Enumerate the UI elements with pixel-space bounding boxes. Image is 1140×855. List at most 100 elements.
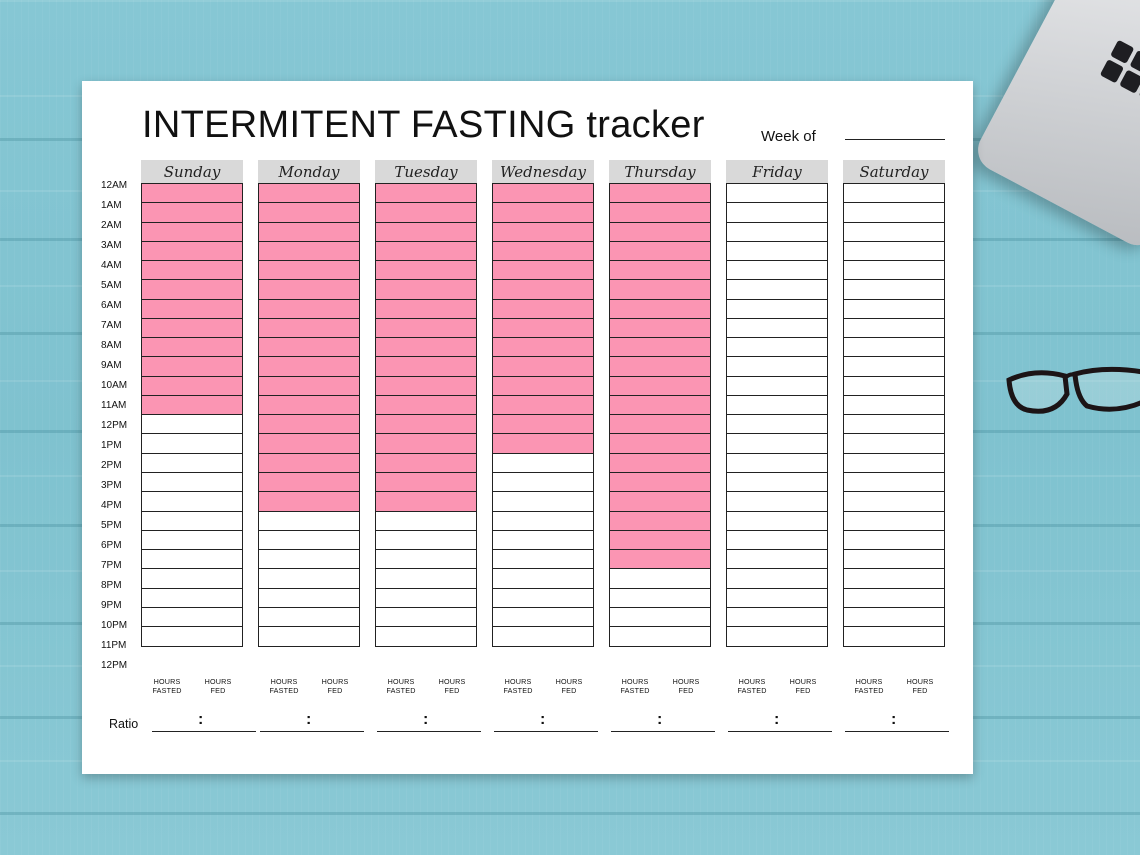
hour-cell[interactable] [727, 280, 827, 300]
hour-cell[interactable] [844, 511, 944, 531]
hour-cell[interactable] [493, 569, 593, 589]
hour-cell[interactable] [142, 588, 242, 608]
hour-cell-fasted[interactable] [376, 395, 476, 416]
hour-cell[interactable] [376, 607, 476, 628]
hour-cell-fasted[interactable] [493, 222, 593, 242]
hour-cell-fasted[interactable] [142, 184, 242, 204]
hour-cell-fasted[interactable] [142, 338, 242, 358]
hour-cell[interactable] [844, 453, 944, 473]
hour-cell[interactable] [727, 492, 827, 512]
hour-cell[interactable] [259, 511, 359, 531]
hour-cell-fasted[interactable] [142, 280, 242, 300]
week-of-field[interactable] [845, 139, 945, 140]
hour-cell[interactable] [493, 550, 593, 570]
hour-cell[interactable] [844, 338, 944, 358]
hour-cell[interactable] [142, 550, 242, 570]
hour-cell-fasted[interactable] [610, 241, 710, 262]
hour-cell[interactable] [844, 376, 944, 396]
hour-cell[interactable] [727, 241, 827, 262]
hour-cell-fasted[interactable] [376, 261, 476, 281]
hour-cell[interactable] [142, 472, 242, 493]
ratio-field-wednesday[interactable]: : [494, 711, 598, 732]
hour-cell-fasted[interactable] [259, 184, 359, 204]
hour-cell-fasted[interactable] [376, 453, 476, 473]
hour-cell-fasted[interactable] [610, 492, 710, 512]
ratio-field-tuesday[interactable]: : [377, 711, 481, 732]
hour-cell[interactable] [610, 627, 710, 647]
hour-cell[interactable] [844, 607, 944, 628]
hour-cell-fasted[interactable] [610, 184, 710, 204]
hour-cell-fasted[interactable] [259, 203, 359, 223]
hour-cell[interactable] [376, 588, 476, 608]
hour-cell-fasted[interactable] [376, 299, 476, 319]
hour-cell-fasted[interactable] [610, 530, 710, 551]
hour-cell[interactable] [376, 511, 476, 531]
hour-cell[interactable] [493, 588, 593, 608]
hour-cell-fasted[interactable] [259, 492, 359, 512]
hour-cell[interactable] [142, 492, 242, 512]
hour-cell-fasted[interactable] [376, 338, 476, 358]
ratio-field-saturday[interactable]: : [845, 711, 949, 732]
hour-cell-fasted[interactable] [259, 453, 359, 473]
hour-cell-fasted[interactable] [259, 299, 359, 319]
hour-cell[interactable] [844, 203, 944, 223]
hour-cell[interactable] [844, 318, 944, 339]
hour-cell-fasted[interactable] [610, 434, 710, 454]
hour-cell-fasted[interactable] [610, 550, 710, 570]
hour-cell-fasted[interactable] [610, 357, 710, 377]
ratio-field-thursday[interactable]: : [611, 711, 715, 732]
hour-cell[interactable] [727, 376, 827, 396]
hour-cell-fasted[interactable] [142, 299, 242, 319]
hour-cell-fasted[interactable] [493, 280, 593, 300]
hour-cell[interactable] [142, 415, 242, 435]
hour-cell[interactable] [142, 511, 242, 531]
hour-cell-fasted[interactable] [493, 261, 593, 281]
hour-cell-fasted[interactable] [259, 318, 359, 339]
hour-cell[interactable] [727, 511, 827, 531]
hour-cell[interactable] [727, 569, 827, 589]
hour-cell[interactable] [493, 492, 593, 512]
hour-cell-fasted[interactable] [493, 318, 593, 339]
hour-cell[interactable] [727, 453, 827, 473]
hour-cell[interactable] [727, 395, 827, 416]
hour-cell-fasted[interactable] [493, 241, 593, 262]
hour-cell[interactable] [493, 607, 593, 628]
hour-cell-fasted[interactable] [610, 453, 710, 473]
hour-cell-fasted[interactable] [610, 415, 710, 435]
hour-cell-fasted[interactable] [493, 395, 593, 416]
hour-cell-fasted[interactable] [142, 357, 242, 377]
hour-cell[interactable] [727, 530, 827, 551]
hour-cell[interactable] [493, 511, 593, 531]
hour-cell[interactable] [844, 222, 944, 242]
hour-cell[interactable] [727, 338, 827, 358]
hour-cell[interactable] [610, 607, 710, 628]
hour-cell-fasted[interactable] [493, 184, 593, 204]
hour-cell-fasted[interactable] [142, 395, 242, 416]
hour-cell[interactable] [727, 203, 827, 223]
hour-cell-fasted[interactable] [142, 376, 242, 396]
hour-cell[interactable] [727, 357, 827, 377]
hour-cell-fasted[interactable] [610, 222, 710, 242]
hour-cell[interactable] [844, 472, 944, 493]
hour-cell[interactable] [142, 569, 242, 589]
hour-cell-fasted[interactable] [610, 280, 710, 300]
hour-cell[interactable] [493, 530, 593, 551]
hour-cell-fasted[interactable] [259, 261, 359, 281]
hour-cell[interactable] [727, 318, 827, 339]
hour-cell[interactable] [727, 299, 827, 319]
hour-cell-fasted[interactable] [610, 261, 710, 281]
hour-cell[interactable] [727, 415, 827, 435]
hour-cell[interactable] [376, 569, 476, 589]
hour-cell[interactable] [844, 569, 944, 589]
hour-cell[interactable] [844, 434, 944, 454]
hour-cell-fasted[interactable] [259, 415, 359, 435]
hour-cell[interactable] [259, 607, 359, 628]
ratio-field-friday[interactable]: : [728, 711, 832, 732]
hour-cell-fasted[interactable] [493, 376, 593, 396]
hour-cell[interactable] [844, 184, 944, 204]
hour-cell[interactable] [844, 588, 944, 608]
hour-cell[interactable] [727, 550, 827, 570]
hour-cell-fasted[interactable] [259, 222, 359, 242]
hour-cell-fasted[interactable] [376, 222, 476, 242]
hour-cell-fasted[interactable] [376, 280, 476, 300]
